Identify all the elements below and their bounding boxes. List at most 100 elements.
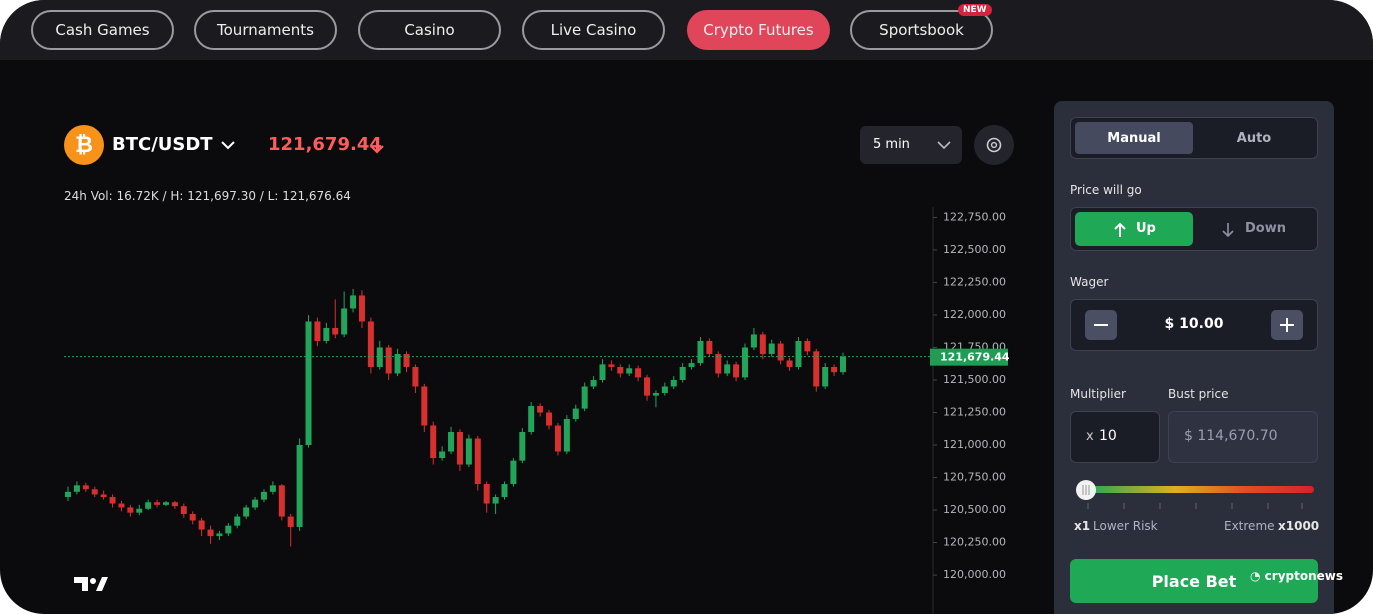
y-tick-label: 121,500.00: [943, 373, 1006, 386]
nav-tab[interactable]: Casino: [358, 10, 501, 50]
slider-knob[interactable]: [1074, 479, 1098, 501]
nav-tab[interactable]: Cash Games: [31, 10, 174, 50]
candle-body: [759, 334, 766, 354]
candle-body: [599, 364, 606, 380]
candle-body: [421, 386, 428, 426]
candle-body: [171, 502, 178, 507]
candle-body: [652, 392, 659, 396]
risk-max-label: Extreme: [1224, 519, 1275, 533]
candle-body: [109, 497, 116, 504]
last-price-box: [930, 348, 1008, 366]
nav-tab[interactable]: Tournaments: [194, 10, 337, 50]
candle-body: [332, 327, 339, 335]
candle-body: [474, 438, 481, 485]
candle-body: [617, 366, 624, 374]
nav-tab[interactable]: Crypto Futures: [687, 10, 830, 50]
candle-body: [367, 321, 374, 367]
candle-body: [207, 529, 214, 537]
candle-body: [73, 485, 80, 492]
candle-body: [456, 432, 463, 465]
y-tick-label: 122,750.00: [943, 210, 1006, 223]
candle-body: [795, 340, 802, 367]
candle-body: [581, 386, 588, 409]
candle-body: [278, 485, 285, 517]
watermark: ◔ cryptonews: [1250, 569, 1343, 583]
candle-body: [252, 499, 259, 508]
candle-body: [376, 347, 383, 367]
candle-body: [65, 491, 71, 498]
y-tick-label: 122,000.00: [943, 308, 1006, 321]
pair[interactable]: BTC/USDT: [112, 134, 213, 155]
nav-tab[interactable]: Live Casino: [522, 10, 665, 50]
y-tick-label: 120,750.00: [943, 471, 1006, 484]
candle-body: [733, 364, 740, 378]
candle-body: [162, 502, 169, 505]
candle-body: [510, 460, 517, 485]
candle-body: [91, 489, 98, 495]
y-tick-label: 122,250.00: [943, 275, 1006, 288]
up-label: Up: [1136, 221, 1156, 236]
bust-price-box: $ 114,670.70: [1168, 411, 1318, 463]
y-tick-label: 120,250.00: [943, 536, 1006, 549]
plus-button[interactable]: [1271, 310, 1303, 340]
candle-body: [127, 507, 134, 513]
wager-input[interactable]: $ 10.00: [1070, 299, 1318, 351]
candle-body: [216, 533, 223, 537]
candle-body: [688, 363, 695, 367]
nav-tab[interactable]: Sportsbook: [850, 10, 993, 50]
candle-body: [742, 347, 749, 378]
multiplier-input[interactable]: x 10: [1070, 411, 1160, 463]
candle-body: [234, 516, 241, 526]
candle-body: [644, 377, 651, 396]
price-down-arrow: [370, 137, 384, 154]
candle-body: [296, 445, 303, 527]
candle-body: [608, 364, 615, 367]
candle-body: [180, 506, 187, 514]
candle-body: [412, 366, 419, 387]
direction-label: Price will go: [1070, 183, 1142, 197]
coin-icon: ₿: [64, 125, 104, 165]
candle-body: [777, 343, 784, 361]
interval-select[interactable]: 5 min: [860, 126, 962, 164]
candle-body: [394, 353, 401, 374]
minus-button[interactable]: [1085, 310, 1117, 340]
interval: 5 min: [873, 137, 910, 152]
candle-body: [715, 353, 722, 374]
y-tick-label: 120,500.00: [943, 503, 1006, 516]
candle-body: [385, 347, 392, 374]
up-button[interactable]: Up: [1075, 212, 1193, 246]
wager: $ 10.00: [1164, 316, 1224, 332]
y-tick-label: 120,000.00: [943, 568, 1006, 581]
y-tick-label: 121,250.00: [943, 406, 1006, 419]
mode-tabs: Manual Auto: [1070, 117, 1318, 159]
slider-ticks: [1087, 503, 1303, 509]
candle-body: [260, 491, 267, 500]
candle-body: [100, 494, 107, 498]
mode-tab[interactable]: Auto: [1236, 130, 1272, 146]
direction-toggle: Up Down: [1070, 207, 1318, 251]
candle-body: [341, 308, 348, 335]
place-bet-button[interactable]: Place Bet: [1070, 559, 1318, 603]
bust-price: $ 114,670.70: [1184, 428, 1278, 444]
pair-chevron[interactable]: [220, 139, 236, 151]
candle-body: [572, 408, 579, 420]
risk-min-label: Lower Risk: [1093, 519, 1158, 533]
risk-max: x1000: [1278, 519, 1320, 533]
candle-body: [189, 513, 196, 521]
settings-button[interactable]: [974, 125, 1014, 165]
candle-body: [590, 379, 597, 387]
candle-body: [314, 321, 321, 341]
risk-slider[interactable]: [1084, 486, 1314, 493]
candle-body: [679, 366, 686, 380]
candle-body: [287, 516, 294, 527]
wager-label: Wager: [1070, 275, 1109, 289]
mode-tab[interactable]: Manual: [1075, 122, 1193, 154]
candle-body: [554, 425, 561, 452]
candle-body: [243, 507, 250, 517]
candle-body: [840, 356, 846, 373]
candle-body: [136, 508, 143, 513]
candle-body: [439, 451, 446, 459]
down-button[interactable]: Down: [1195, 212, 1313, 246]
y-tick-label: 121,000.00: [943, 438, 1006, 451]
new-badge: NEW: [958, 4, 992, 16]
